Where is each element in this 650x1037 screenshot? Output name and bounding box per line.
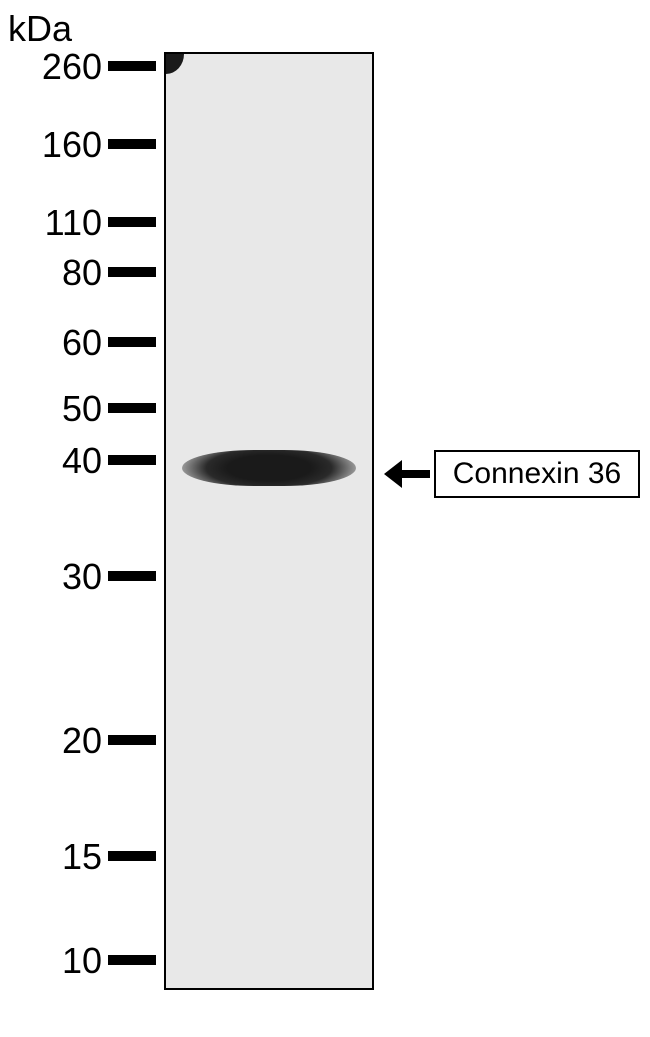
ladder-tick [108,455,156,465]
ladder-label: 50 [62,388,102,430]
protein-band [182,450,355,486]
ladder-label: 260 [42,46,102,88]
ladder-tick [108,61,156,71]
ladder-label: 15 [62,836,102,878]
blot-lane [164,52,374,990]
ladder-tick [108,337,156,347]
ladder-label: 160 [42,124,102,166]
band-annotation-box: Connexin 36 [434,450,640,498]
ladder-tick [108,955,156,965]
ladder-label: 30 [62,556,102,598]
western-blot-figure: kDa 260 160 110 80 60 50 40 30 20 15 10 Connexin 3… [0,0,650,1037]
arrow-shaft [400,470,430,478]
ladder-label: 110 [45,202,102,244]
ladder-tick [108,851,156,861]
ladder-label: 40 [62,440,102,482]
ladder-tick [108,139,156,149]
ladder-label: 60 [62,322,102,364]
lane-background [166,54,372,988]
ladder-label: 20 [62,720,102,762]
ladder-tick [108,735,156,745]
ladder-tick [108,217,156,227]
ladder-tick [108,267,156,277]
kda-unit-label: kDa [8,8,72,50]
band-annotation-label: Connexin 36 [453,457,621,491]
ladder-label: 10 [62,940,102,982]
ladder-tick [108,571,156,581]
ladder-label: 80 [62,252,102,294]
ladder-tick [108,403,156,413]
